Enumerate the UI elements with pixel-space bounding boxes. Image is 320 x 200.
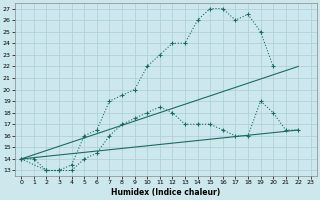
X-axis label: Humidex (Indice chaleur): Humidex (Indice chaleur)	[111, 188, 221, 197]
